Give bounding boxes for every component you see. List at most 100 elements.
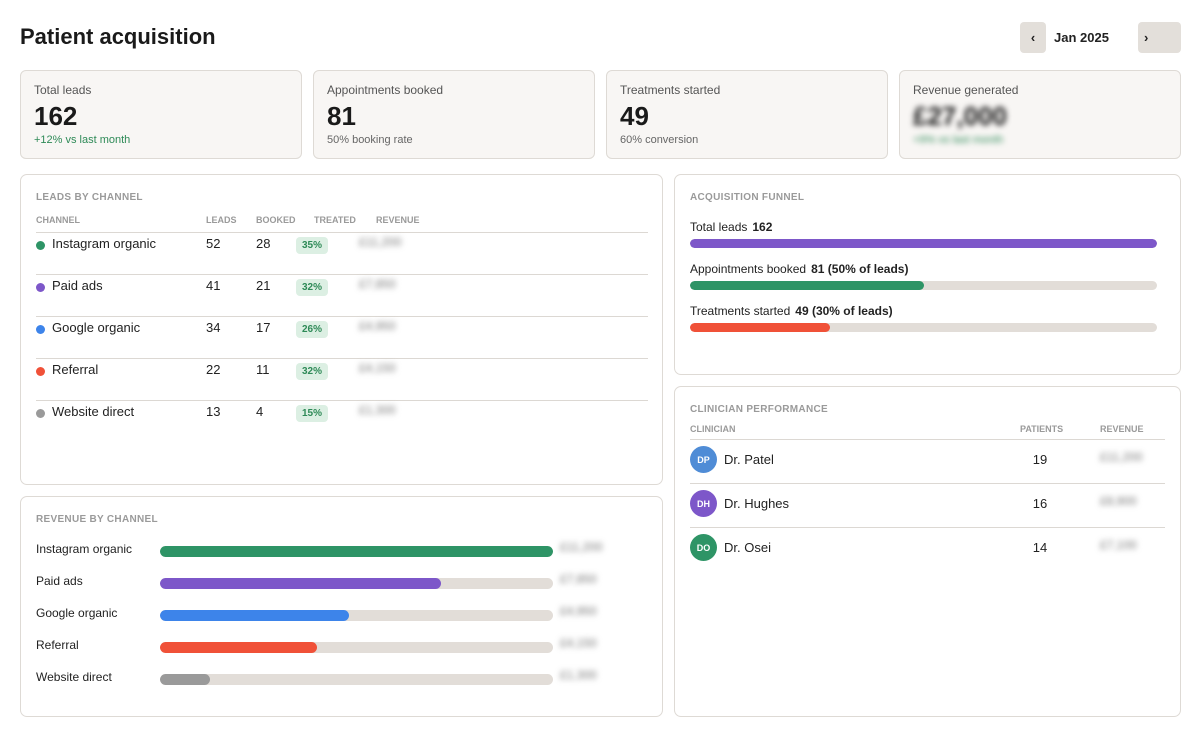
- column-header-revenue: REVENUE: [1100, 424, 1144, 434]
- revenue-value: £7,100: [1100, 538, 1137, 552]
- revenue-value: £7,850: [560, 572, 597, 586]
- panel-title: CLINICIAN PERFORMANCE: [690, 404, 828, 415]
- treated-badge: 15%: [296, 405, 329, 422]
- page-title: Patient acquisition: [20, 24, 216, 49]
- funnel-bar-track: [690, 239, 1157, 248]
- leads-count: 22: [206, 362, 221, 377]
- patients-count: 14: [1032, 540, 1048, 555]
- month-navigator: ‹ Jan 2025 ›: [1020, 22, 1181, 53]
- revenue-value: £7,850: [359, 277, 396, 291]
- revenue-bar-row: Referral £4,150: [36, 636, 626, 658]
- funnel-label: Appointments booked 81 (50% of leads): [690, 262, 1157, 276]
- panel-title: ACQUISITION FUNNEL: [690, 192, 805, 203]
- kpi-label: Total leads: [34, 83, 92, 97]
- clinician-name: Dr. Hughes: [724, 496, 790, 511]
- table-row: DP Dr. Patel 19 £11,200: [690, 439, 1165, 483]
- revenue-bar-fill: [160, 610, 349, 621]
- revenue-value: £4,950: [359, 319, 396, 333]
- channel-dot: [36, 367, 45, 376]
- booked-count: 28: [256, 236, 271, 251]
- booked-count: 17: [256, 320, 271, 335]
- funnel-bar-track: [690, 323, 1157, 332]
- channel-name: Instagram organic: [52, 236, 157, 251]
- treated-badge: 32%: [296, 363, 329, 380]
- panel-title: REVENUE BY CHANNEL: [36, 514, 158, 525]
- revenue-value: £4,150: [560, 636, 597, 650]
- revenue-value: £11,200: [1100, 450, 1143, 464]
- kpi-sub: 50% booking rate: [327, 134, 413, 146]
- funnel-value: 81 (50% of leads): [811, 262, 909, 276]
- revenue-bar-track: [160, 674, 553, 685]
- channel-name: Referral: [36, 638, 79, 652]
- revenue-bar-track: [160, 546, 553, 557]
- avatar: DP: [690, 446, 717, 473]
- funnel-value: 162: [752, 220, 773, 234]
- clinician-name: Dr. Osei: [724, 540, 771, 555]
- revenue-bar-fill: [160, 674, 210, 685]
- revenue-value: £4,950: [560, 604, 597, 618]
- table-row: Referral 22 11 32% £4,150: [36, 358, 648, 400]
- avatar: DH: [690, 490, 717, 517]
- channel-name: Website direct: [52, 404, 135, 419]
- channel-dot: [36, 283, 45, 292]
- kpi-value: 81: [327, 101, 356, 131]
- kpi-treatments-started: Treatments started 49 60% conversion: [606, 70, 888, 159]
- revenue-value: £4,150: [359, 361, 396, 375]
- channel-dot: [36, 325, 45, 334]
- table-row: Website direct 13 4 15% £1,300: [36, 400, 648, 442]
- treated-badge: 26%: [296, 321, 329, 338]
- table-row: DO Dr. Osei 14 £7,100: [690, 527, 1165, 571]
- treated-badge: 32%: [296, 279, 329, 296]
- treated-badge: 35%: [296, 237, 329, 254]
- revenue-value: £1,300: [359, 403, 396, 417]
- channel-name: Google organic: [36, 606, 118, 620]
- booked-count: 21: [256, 278, 271, 293]
- patients-count: 19: [1032, 452, 1048, 467]
- revenue-bar-fill: [160, 546, 553, 557]
- revenue-value: £8,900: [1100, 494, 1137, 508]
- revenue-bar-row: Google organic £4,950: [36, 604, 626, 626]
- kpi-value: 162: [34, 101, 78, 131]
- leads-count: 41: [206, 278, 221, 293]
- channel-name: Referral: [52, 362, 99, 377]
- revenue-value: £1,300: [560, 668, 597, 682]
- leads-count: 34: [206, 320, 221, 335]
- revenue-bar-row: Paid ads £7,850: [36, 572, 626, 594]
- channel-dot: [36, 409, 45, 418]
- prev-month-button[interactable]: ‹: [1020, 22, 1046, 53]
- clinician-name: Dr. Patel: [724, 452, 774, 467]
- channel-name: Paid ads: [52, 278, 103, 293]
- booked-count: 4: [256, 404, 264, 419]
- funnel-stage: Treatments started: [690, 304, 791, 318]
- kpi-revenue-generated: Revenue generated £27,000 +9% vs last mo…: [899, 70, 1181, 159]
- clinician-performance-panel: CLINICIAN PERFORMANCE CLINICIAN PATIENTS…: [674, 386, 1181, 717]
- channel-dot: [36, 241, 45, 250]
- table-row: DH Dr. Hughes 16 £8,900: [690, 483, 1165, 527]
- funnel-bar-track: [690, 281, 1157, 290]
- avatar: DO: [690, 534, 717, 561]
- kpi-appointments-booked: Appointments booked 81 50% booking rate: [313, 70, 595, 159]
- column-header-revenue: REVENUE: [376, 215, 420, 225]
- table-row: Google organic 34 17 26% £4,950: [36, 316, 648, 358]
- acquisition-funnel-panel: ACQUISITION FUNNEL Total leads 162 Appoin…: [674, 174, 1181, 375]
- leads-by-channel-panel: LEADS BY CHANNEL CHANNEL LEADS BOOKED TR…: [20, 174, 663, 485]
- revenue-bar-fill: [160, 578, 441, 589]
- kpi-sub: +12% vs last month: [34, 134, 131, 146]
- revenue-value: £11,200: [560, 540, 603, 554]
- kpi-sub: 60% conversion: [620, 134, 699, 146]
- revenue-bar-track: [160, 610, 553, 621]
- column-header-clinician: CLINICIAN: [690, 424, 736, 434]
- revenue-bar-fill: [160, 642, 318, 653]
- revenue-value: £11,200: [359, 235, 402, 249]
- funnel-bar-fill: [690, 323, 831, 332]
- channel-name: Website direct: [36, 670, 112, 684]
- funnel-row: Total leads 162: [690, 220, 1157, 248]
- kpi-value: 49: [620, 101, 649, 131]
- table-row: Instagram organic 52 28 35% £11,200: [36, 232, 648, 274]
- column-header-leads: LEADS: [206, 215, 237, 225]
- next-month-button[interactable]: ›: [1138, 22, 1181, 53]
- panel-title: LEADS BY CHANNEL: [36, 192, 143, 203]
- kpi-sub: +9% vs last month: [913, 134, 1004, 146]
- column-header-channel: CHANNEL: [36, 215, 80, 225]
- table-row: Paid ads 41 21 32% £7,850: [36, 274, 648, 316]
